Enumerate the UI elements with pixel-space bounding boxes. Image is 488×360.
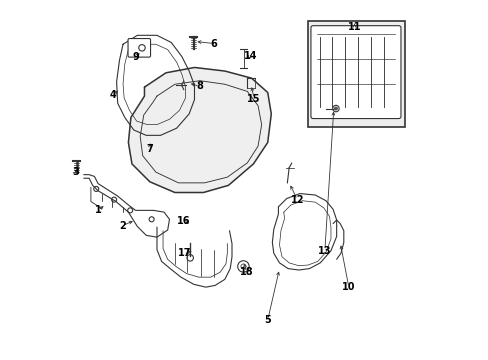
- Text: 5: 5: [264, 315, 270, 325]
- FancyBboxPatch shape: [310, 26, 400, 118]
- FancyBboxPatch shape: [128, 39, 150, 57]
- Text: 15: 15: [247, 94, 261, 104]
- Text: 7: 7: [146, 144, 153, 154]
- Text: 1: 1: [95, 205, 101, 215]
- Text: 10: 10: [342, 282, 355, 292]
- Text: 6: 6: [210, 39, 217, 49]
- Bar: [307, 21, 405, 127]
- Circle shape: [334, 107, 337, 110]
- Text: 4: 4: [109, 90, 116, 100]
- Text: 16: 16: [177, 216, 190, 226]
- Text: 18: 18: [239, 267, 253, 277]
- Text: 8: 8: [196, 81, 203, 91]
- Text: 11: 11: [347, 22, 361, 32]
- Text: 9: 9: [132, 52, 139, 62]
- Text: 13: 13: [318, 246, 331, 256]
- Text: 14: 14: [243, 51, 256, 61]
- Polygon shape: [128, 67, 271, 193]
- Text: 12: 12: [290, 195, 304, 204]
- Text: 2: 2: [119, 221, 125, 231]
- Text: 3: 3: [72, 167, 79, 177]
- Text: 17: 17: [177, 248, 191, 258]
